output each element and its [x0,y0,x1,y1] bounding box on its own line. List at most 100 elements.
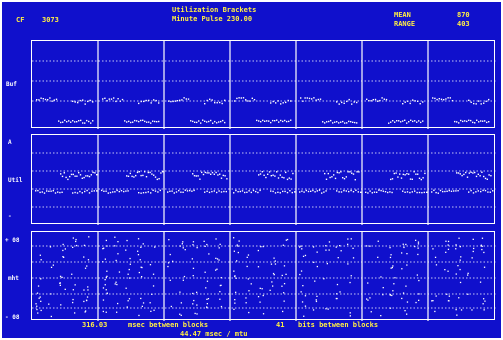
trace-dot [59,191,61,194]
trace-dot [226,178,228,180]
scatter-dot [326,263,328,265]
trace-dot [202,119,204,121]
trace-dot [88,192,91,194]
scatter-dot [128,268,130,271]
trace-dot [334,121,336,123]
trace-dot [301,190,303,192]
trace-dot [235,189,237,192]
scatter-dot [49,246,52,248]
scatter-dot [194,312,196,315]
trace-dot [202,173,205,176]
trace-dot [348,190,350,193]
scatter-dot [447,300,450,302]
trace-dot [209,98,211,100]
trace-dot [94,172,96,174]
scatter-dot [339,245,341,247]
top-panel-label: Buf [6,81,17,88]
trace-dot [302,100,304,102]
scatter-dot [85,299,88,301]
trace-dot [47,99,49,101]
trace-dot [283,177,285,179]
trace-dot [474,122,476,124]
scatter-dot [312,309,315,311]
trace-dot [314,191,316,193]
header-title-line1: Utilization Brackets [172,6,257,14]
trace-dot [281,176,283,178]
trace-dot [63,172,65,174]
trace-dot [357,191,359,193]
trace-dot [329,176,331,179]
scatter-dot [335,246,337,248]
scatter-dot [460,309,463,311]
scatter-dot [483,251,485,254]
trace-dot [447,97,449,99]
trace-dot [354,179,356,181]
trace-dot [216,122,218,124]
trace-dot [331,176,333,178]
trace-dot [135,174,137,177]
scatter-dot [347,243,349,245]
scatter-dot [137,250,139,252]
trace-dot [69,175,71,178]
trace-dot [113,97,115,99]
scatter-dot [105,239,107,242]
trace-dot [38,99,40,101]
scatter-dot [392,265,394,267]
scatter-dot [417,241,420,243]
trace-dot [360,191,362,193]
trace-dot [450,190,453,192]
trace-dot [406,173,408,175]
trace-dot [310,190,312,192]
trace-dot [478,100,480,102]
trace-dot [470,101,472,103]
trace-dot [477,173,479,175]
trace-dot [280,103,282,105]
scatter-dot [40,300,42,302]
trace-dot [242,97,245,99]
header-right-value2: 403 [457,20,470,28]
trace-dot [344,122,346,124]
trace-dot [189,189,191,192]
trace-dot [284,119,286,122]
trace-dot [108,98,110,100]
scatter-dot [233,237,235,239]
scatter-dot [64,288,66,290]
trace-dot [86,189,88,192]
scatter-dot [35,303,37,305]
trace-dot [285,101,287,104]
scatter-dot [152,285,155,287]
trace-dot [408,121,410,123]
trace-dot [239,190,241,193]
trace-dot [62,121,64,123]
trace-dot [454,120,456,123]
scatter-dot [380,276,382,278]
scatter-dot [261,288,263,290]
trace-dot [354,121,356,124]
trace-dot [260,121,262,123]
scatter-dot [446,293,448,295]
trace-dot [340,121,342,123]
trace-dot [88,175,91,178]
trace-dot [410,119,412,121]
scatter-dot [304,295,307,297]
trace-dot [404,174,406,176]
scatter-dot [325,245,327,247]
trace-dot [120,190,123,192]
scatter-dot [366,245,368,247]
scatter-dot [75,244,78,247]
trace-dot [408,173,410,175]
trace-dot [422,120,424,122]
trace-dot [172,100,174,103]
scatter-dot [447,248,450,250]
mid-panel-bottom-tick: - [8,213,12,220]
scatter-dot [104,284,106,286]
trace-dot [353,101,355,103]
trace-dot [214,102,216,104]
trace-dot [48,190,50,192]
scatter-dot [87,259,90,261]
trace-dot [150,192,152,194]
scatter-dot [102,287,105,289]
trace-dot [400,121,402,123]
scatter-dot [367,299,369,301]
scatter-dot [459,268,461,271]
